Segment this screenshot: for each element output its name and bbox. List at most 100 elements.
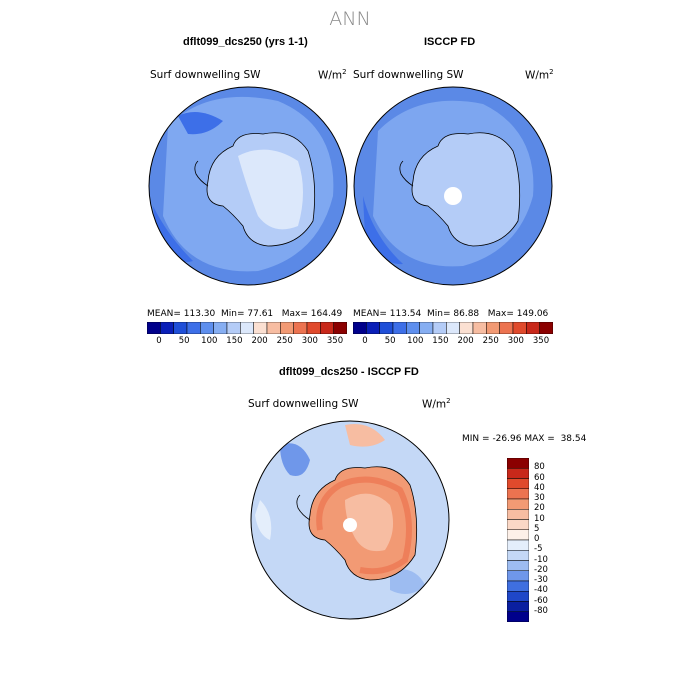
right-colorbar-tick-label: 50 <box>384 336 396 346</box>
diff-colorbar-swatch <box>507 529 529 541</box>
right-colorbar-swatch <box>432 322 447 334</box>
diff-colorbar-swatch <box>507 601 529 612</box>
left-colorbar-swatch <box>200 322 214 334</box>
left-colorbar-swatch <box>280 322 294 334</box>
diff-colorbar-tick-label: 80 <box>534 462 545 473</box>
diff-colorbar-tick-label: 0 <box>534 534 540 544</box>
left-colorbar-swatch <box>333 322 347 334</box>
right-colorbar-swatch <box>392 322 407 334</box>
diff-colorbar-swatch <box>507 550 529 561</box>
right-units-label: W/m2 <box>525 68 554 82</box>
right-colorbar-tick-label: 250 <box>482 336 499 346</box>
right-colorbar-swatch <box>539 322 553 334</box>
left-colorbar-tick-label: 200 <box>251 336 268 346</box>
left-colorbar-swatch <box>186 322 201 334</box>
diff-colorbar-tick-label: 30 <box>534 493 545 503</box>
right-colorbar-swatch <box>419 322 434 334</box>
diff-ocean-dark-patch-2 <box>390 569 425 594</box>
diff-pole-hole <box>343 518 357 532</box>
right-antarctica <box>411 132 521 247</box>
diff-colorbar-tick-label: 60 <box>534 472 545 483</box>
diff-colorbar-swatch <box>507 478 529 489</box>
page-title: ANN <box>329 8 371 30</box>
diff-peninsula <box>296 494 311 521</box>
right-colorbar-swatch <box>446 322 460 334</box>
diff-colorbar <box>507 458 529 622</box>
diff-colorbar-swatch <box>507 509 529 520</box>
diff-ocean-dark-patch <box>280 443 310 476</box>
left-colorbar-swatch <box>253 322 268 334</box>
left-colorbar-swatch <box>320 322 334 334</box>
right-colorbar-swatch <box>379 322 394 334</box>
diff-colorbar-swatch <box>507 488 529 500</box>
right-colorbar-swatch <box>526 322 540 334</box>
right-colorbar-swatch <box>512 322 527 334</box>
right-colorbar-tick-label: 0 <box>362 336 368 346</box>
diff-colorbar-swatch <box>507 580 529 592</box>
diff-colorbar-swatch <box>507 570 529 582</box>
left-colorbar-swatch <box>293 322 308 334</box>
left-colorbar <box>147 322 347 334</box>
diff-colorbar-tick-label: -10 <box>534 554 548 565</box>
left-variable-label: Surf downwelling SW <box>150 69 261 81</box>
left-colorbar-swatch <box>240 322 254 334</box>
left-plateau <box>238 149 303 230</box>
right-colorbar-tick-label: 350 <box>532 336 550 346</box>
right-colorbar-tick-label: 100 <box>407 336 424 346</box>
diff-colorbar-swatch <box>507 560 529 571</box>
diff-colorbar-tick-label: 10 <box>534 513 545 524</box>
right-peninsula <box>399 160 414 187</box>
left-colorbar-swatch <box>160 322 174 334</box>
left-colorbar-tick-label: 100 <box>201 336 218 346</box>
left-colorbar-tick-label: 300 <box>301 336 318 346</box>
left-panel-title: dflt099_dcs250 (yrs 1-1) <box>183 36 308 48</box>
left-colorbar-swatch <box>213 322 228 334</box>
diff-colorbar-swatch <box>507 611 529 622</box>
diff-colorbar-swatch <box>507 519 529 530</box>
left-colorbar-tick-label: 150 <box>226 336 243 346</box>
left-colorbar-swatch <box>226 322 241 334</box>
left-ocean-patch <box>178 112 223 135</box>
diff-colorbar-tick-label: -30 <box>534 575 548 585</box>
diff-polar-map <box>250 420 450 620</box>
diff-colorbar-swatch <box>507 498 529 510</box>
right-colorbar-tick-label: 150 <box>432 336 449 346</box>
diff-colorbar-swatch <box>507 591 529 602</box>
diff-variable-label: Surf downwelling SW <box>248 398 359 410</box>
left-colorbar-tick-label: 350 <box>326 336 344 346</box>
right-colorbar-swatch <box>472 322 487 334</box>
right-colorbar-labels: 0 50 100 150 200 250 300 350 <box>353 336 553 348</box>
left-polar-map <box>148 86 348 286</box>
left-colorbar-tick-label: 0 <box>156 336 162 346</box>
diff-colorbar-swatch <box>507 468 529 479</box>
diff-panel-title: dflt099_dcs250 - ISCCP FD <box>279 366 419 378</box>
right-colorbar-tick-label: 200 <box>457 336 474 346</box>
right-colorbar <box>353 322 553 334</box>
diff-colorbar-swatch <box>507 458 529 469</box>
left-colorbar-tick-label: 50 <box>178 336 190 346</box>
left-colorbar-swatch <box>173 322 188 334</box>
right-pole-hole <box>444 187 462 205</box>
left-colorbar-swatch <box>266 322 281 334</box>
diff-colorbar-tick-label: 40 <box>534 482 545 493</box>
right-colorbar-swatch <box>459 322 474 334</box>
diff-units-label: W/m2 <box>422 397 451 411</box>
right-variable-label: Surf downwelling SW <box>353 69 464 81</box>
right-polar-map <box>353 86 553 286</box>
right-stats: MEAN= 113.54 Min= 86.88 Max= 149.06 <box>353 309 549 319</box>
diff-colorbar-tick-label: -40 <box>534 585 548 596</box>
diff-colorbar-tick-label: -20 <box>534 564 548 575</box>
left-units-label: W/m2 <box>318 68 347 82</box>
diff-colorbar-tick-label: -60 <box>534 595 548 606</box>
diff-inner-core <box>345 493 394 552</box>
left-colorbar-swatch <box>306 322 321 334</box>
right-colorbar-tick-label: 300 <box>507 336 524 346</box>
left-stats: MEAN= 113.30 Min= 77.61 Max= 164.49 <box>147 309 343 319</box>
right-colorbar-swatch <box>353 322 367 334</box>
right-colorbar-swatch <box>486 322 500 334</box>
diff-ocean-red-patch <box>345 424 385 447</box>
diff-colorbar-tick-label: -80 <box>534 605 548 616</box>
diff-colorbar-tick-label: 20 <box>534 503 545 514</box>
diff-colorbar-swatch <box>507 539 529 551</box>
diff-colorbar-tick-label: 5 <box>534 523 540 534</box>
